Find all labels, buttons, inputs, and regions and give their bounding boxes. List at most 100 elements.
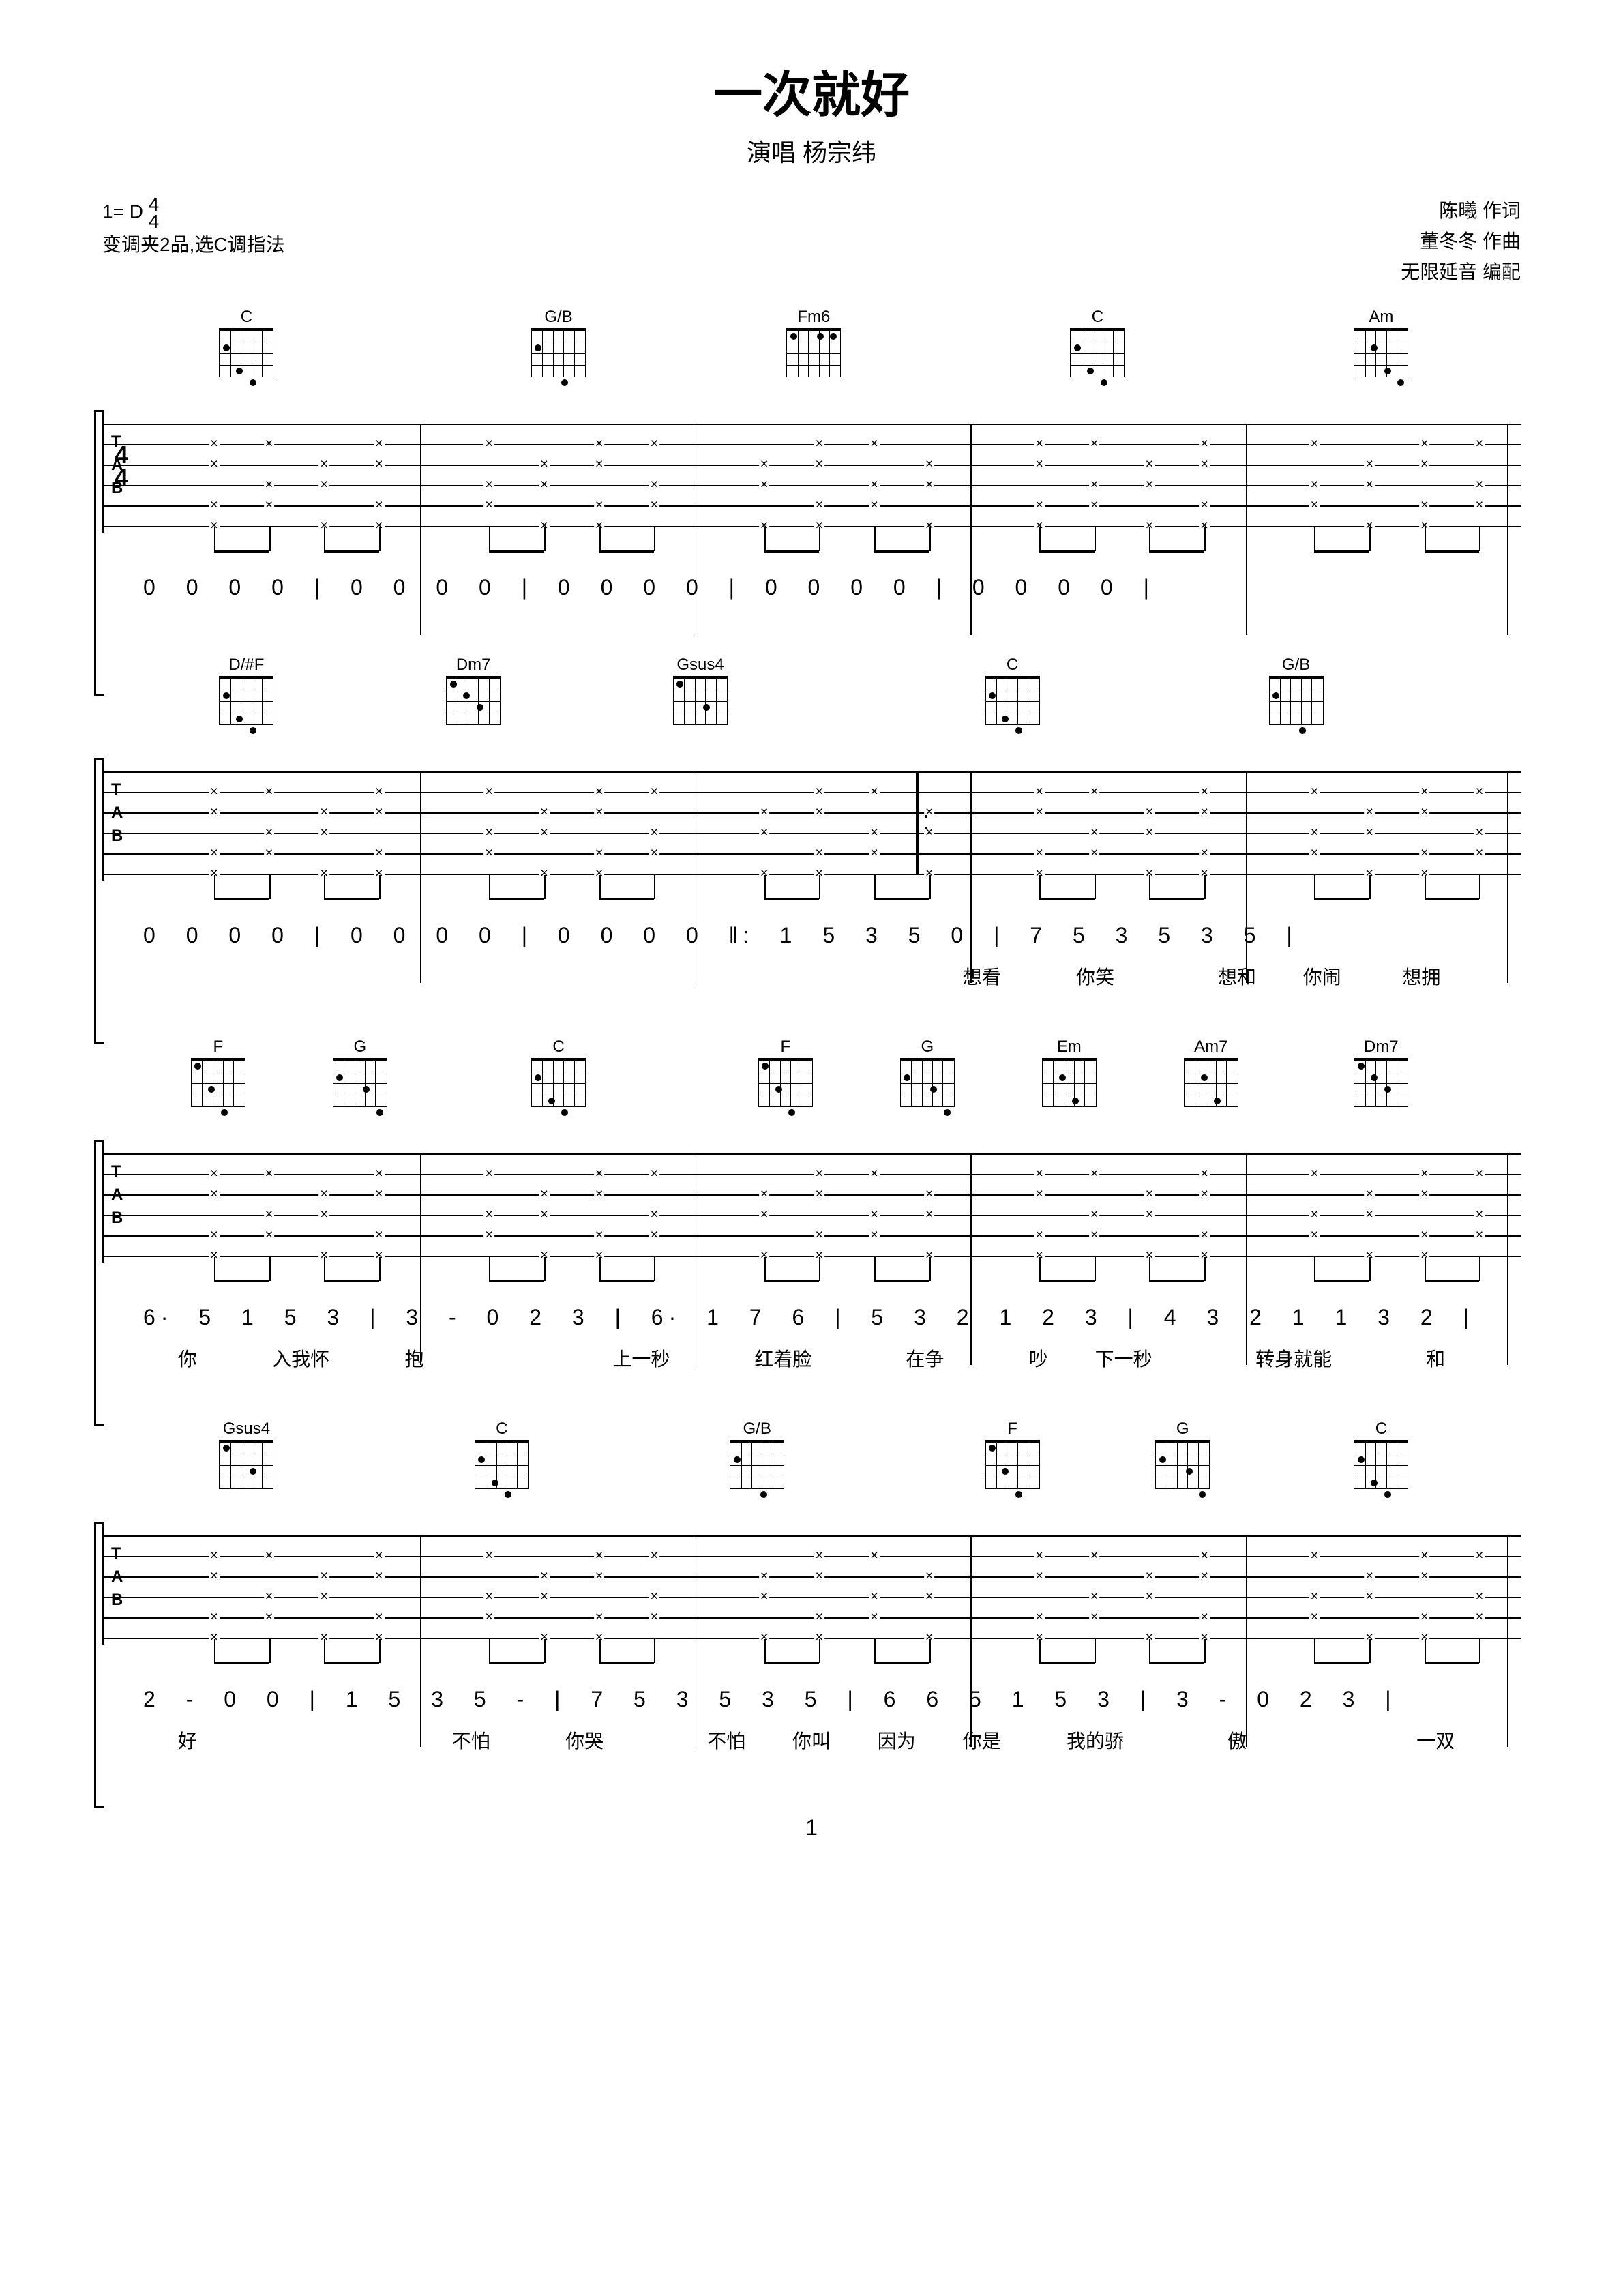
chord-name: Dm7 — [443, 656, 504, 675]
song-title: 一次就好 — [102, 55, 1521, 126]
lyric-text: 下一秒 — [1095, 1344, 1152, 1372]
chord-name: Fm6 — [783, 308, 844, 327]
lyric-text: 上一秒 — [612, 1344, 670, 1372]
chord-name: C — [528, 1037, 589, 1057]
chord-diagram: G — [897, 1037, 958, 1107]
repeat-start — [916, 771, 924, 874]
lyric-text: 吵 — [1029, 1344, 1048, 1372]
chord-name: G — [1152, 1419, 1213, 1439]
lyric-text: 想和 — [1218, 962, 1256, 990]
system-3: Gsus4 C G/B F G C ××××××××××××××××××××××××××××… — [102, 1419, 1521, 1761]
lyric-text: 你闹 — [1303, 962, 1341, 990]
numbered-notation: 6· 5 1 5 3 | 3 - 0 2 3 | 6· 1 7 6 | 5 3 … — [102, 1290, 1521, 1344]
lyric-text: 抱 — [405, 1344, 424, 1372]
tab-staff: 44××××××××××××××××××××××××××××××××××××××… — [102, 410, 1521, 533]
lyricist-label: 陈曦 作词 — [1401, 196, 1521, 226]
meta-info: 1= D 44 变调夹2品,选C调指法 陈曦 作词 董冬冬 作曲 无限延音 编配 — [102, 196, 1521, 287]
chord-name: Gsus4 — [670, 656, 731, 675]
composer-label: 董冬冬 作曲 — [1401, 226, 1521, 257]
lyric-text: 在争 — [906, 1344, 944, 1372]
numbered-notation: 0 0 0 0 | 0 0 0 0 | 0 0 0 0 | 0 0 0 0 | … — [102, 560, 1521, 615]
lyric-text: 你是 — [963, 1726, 1001, 1754]
system-2: F G C F G Em Am7 Dm7 ×××××××××××××××××××××××××××… — [102, 1037, 1521, 1379]
chord-diagram: C — [215, 308, 277, 377]
lyric-text: 你 — [178, 1344, 197, 1372]
chord-diagram: F — [982, 1419, 1043, 1489]
system-0: C G/B Fm6 C Am 44××××××××××××××××××××××××××××… — [102, 308, 1521, 615]
system-bracket — [94, 1522, 104, 1808]
chord-diagram: G/B — [528, 308, 589, 377]
lyric-text: 想拥 — [1402, 962, 1440, 990]
lyric-text: 想看 — [963, 962, 1001, 990]
system-bracket — [94, 758, 104, 1044]
lyric-text: 因为 — [878, 1726, 916, 1754]
tab-staff: ××××××××××××××××××××××××××××××××××××××××… — [102, 1140, 1521, 1263]
chord-name: Am — [1350, 308, 1412, 327]
lyric-text: 一双 — [1416, 1726, 1455, 1754]
page-number: 1 — [102, 1815, 1521, 1840]
chord-name: F — [188, 1037, 249, 1057]
chord-name: C — [215, 308, 277, 327]
lyrics-row: 想看 你笑 想和 你闹 想拥 — [102, 962, 1521, 997]
chord-diagram: Am7 — [1180, 1037, 1242, 1107]
time-bot: 4 — [149, 211, 160, 232]
chord-diagram: C — [471, 1419, 533, 1489]
lyric-text: 不怕 — [452, 1726, 490, 1754]
chord-diagram: Gsus4 — [215, 1419, 277, 1489]
chord-name: Am7 — [1180, 1037, 1242, 1057]
lyric-text: 不怕 — [707, 1726, 745, 1754]
chord-diagram: C — [1067, 308, 1128, 377]
chord-name: G — [329, 1037, 391, 1057]
chord-name: D/#F — [215, 656, 277, 675]
tab-staff: ××××××××××××××××××××××××××××××××××××××××… — [102, 1522, 1521, 1645]
chord-diagram: Gsus4 — [670, 656, 731, 725]
chord-name: Em — [1039, 1037, 1100, 1057]
lyric-text: 你哭 — [565, 1726, 604, 1754]
time-signature: 44 — [115, 444, 128, 488]
chord-diagram: G/B — [726, 1419, 788, 1489]
chord-diagram: C — [528, 1037, 589, 1107]
chord-name: C — [1350, 1419, 1412, 1439]
chord-diagram: Dm7 — [443, 656, 504, 725]
chord-diagram: Am — [1350, 308, 1412, 377]
chord-diagram: F — [188, 1037, 249, 1107]
chord-name: G/B — [726, 1419, 788, 1439]
lyric-text: 傲 — [1227, 1726, 1247, 1754]
capo-label: 变调夹2品,选C调指法 — [102, 230, 285, 261]
tab-staff: ××××××××××××××××××××××××××××××××××××××××… — [102, 758, 1521, 881]
lyric-text: 和 — [1426, 1344, 1445, 1372]
chord-diagram: Fm6 — [783, 308, 844, 377]
chord-diagram: F — [755, 1037, 816, 1107]
chord-diagram: Em — [1039, 1037, 1100, 1107]
numbered-notation: 0 0 0 0 | 0 0 0 0 | 0 0 0 0 ‖: 1 5 3 5 0… — [102, 908, 1521, 962]
chord-name: Dm7 — [1350, 1037, 1412, 1057]
key-label: 1= D — [102, 201, 143, 222]
chord-name: G — [897, 1037, 958, 1057]
chord-diagram: Dm7 — [1350, 1037, 1412, 1107]
chord-name: C — [982, 656, 1043, 675]
arranger-label: 无限延音 编配 — [1401, 257, 1521, 288]
chord-diagram: C — [982, 656, 1043, 725]
chord-name: F — [755, 1037, 816, 1057]
chord-name: G/B — [528, 308, 589, 327]
system-bracket — [94, 410, 104, 696]
chord-diagram: D/#F — [215, 656, 277, 725]
chord-diagram: G/B — [1266, 656, 1327, 725]
lyrics-row: 你 入我怀 抱 上一秒 红着脸 在争 吵 下一秒 转身就能 和 — [102, 1344, 1521, 1379]
lyric-text: 我的骄 — [1067, 1726, 1124, 1754]
lyric-text: 红着脸 — [754, 1344, 812, 1372]
chord-name: F — [982, 1419, 1043, 1439]
chord-diagram: G — [1152, 1419, 1213, 1489]
chord-diagram: G — [329, 1037, 391, 1107]
lyric-text: 转身就能 — [1255, 1344, 1332, 1372]
chord-name: Gsus4 — [215, 1419, 277, 1439]
system-1: D/#F Dm7 Gsus4 C G/B ××××××××××××××××××××××××… — [102, 656, 1521, 997]
lyric-text: 你叫 — [792, 1726, 831, 1754]
lyric-text: 好 — [178, 1726, 197, 1754]
system-bracket — [94, 1140, 104, 1426]
chord-name: G/B — [1266, 656, 1327, 675]
lyrics-row: 好 不怕 你哭 不怕 你叫 因为 你是 我的骄 傲 一双 — [102, 1726, 1521, 1761]
lyric-text: 入我怀 — [272, 1344, 329, 1372]
chord-diagram: C — [1350, 1419, 1412, 1489]
lyric-text: 你笑 — [1076, 962, 1114, 990]
